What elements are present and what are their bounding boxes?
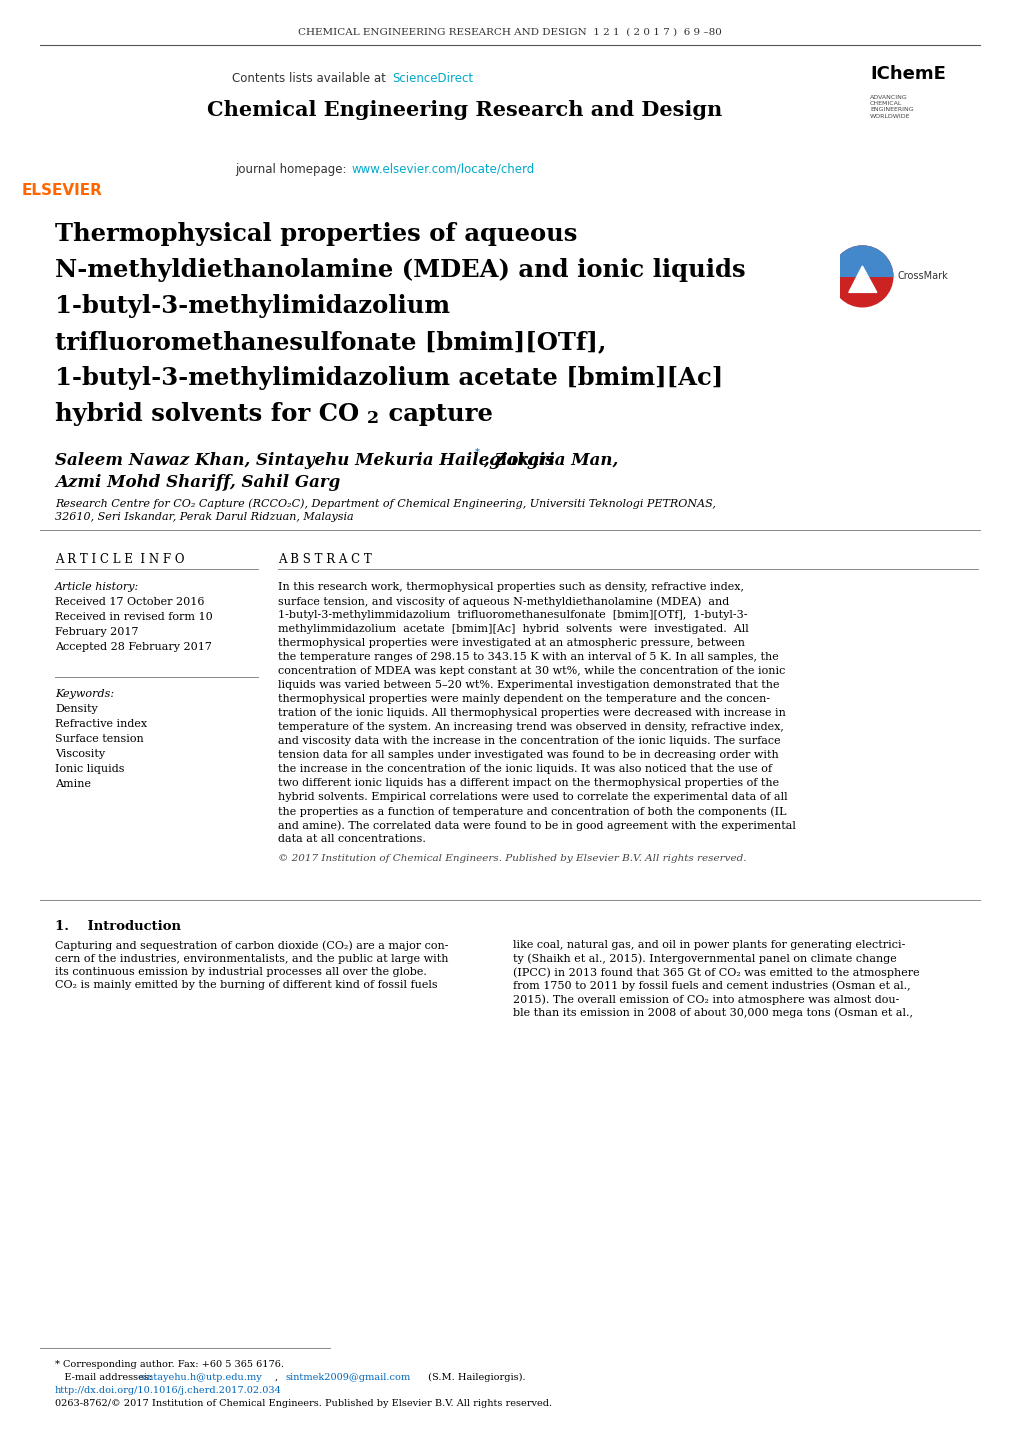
Text: the temperature ranges of 298.15 to 343.15 K with an interval of 5 K. In all sam: the temperature ranges of 298.15 to 343.… bbox=[278, 652, 777, 662]
Text: tension data for all samples under investigated was found to be in decreasing or: tension data for all samples under inves… bbox=[278, 750, 777, 760]
Text: 1-butyl-3-methylimidazolium acetate [bmim][Ac]: 1-butyl-3-methylimidazolium acetate [bmi… bbox=[55, 367, 722, 390]
Text: © 2017 Institution of Chemical Engineers. Published by Elsevier B.V. All rights : © 2017 Institution of Chemical Engineers… bbox=[278, 853, 746, 863]
Text: Accepted 28 February 2017: Accepted 28 February 2017 bbox=[55, 642, 212, 652]
Text: temperature of the system. An increasing trend was observed in density, refracti: temperature of the system. An increasing… bbox=[278, 722, 784, 732]
Text: Surface tension: Surface tension bbox=[55, 735, 144, 745]
Text: 32610, Seri Iskandar, Perak Darul Ridzuan, Malaysia: 32610, Seri Iskandar, Perak Darul Ridzua… bbox=[55, 513, 354, 523]
Text: and amine). The correlated data were found to be in good agreement with the expe: and amine). The correlated data were fou… bbox=[278, 821, 795, 831]
Text: Received in revised form 10: Received in revised form 10 bbox=[55, 611, 213, 621]
Text: cern of the industries, environmentalists, and the public at large with: cern of the industries, environmentalist… bbox=[55, 954, 448, 964]
Wedge shape bbox=[832, 246, 892, 276]
Text: Saleem Nawaz Khan, Sintayehu Mekuria Hailegiorgis: Saleem Nawaz Khan, Sintayehu Mekuria Hai… bbox=[55, 453, 554, 470]
Text: its continuous emission by industrial processes all over the globe.: its continuous emission by industrial pr… bbox=[55, 967, 427, 977]
Text: * Corresponding author. Fax: +60 5 365 6176.: * Corresponding author. Fax: +60 5 365 6… bbox=[55, 1360, 283, 1369]
Text: thermophysical properties were investigated at an atmospheric pressure, between: thermophysical properties were investiga… bbox=[278, 639, 744, 649]
Text: Thermophysical properties of aqueous: Thermophysical properties of aqueous bbox=[55, 222, 577, 246]
Text: http://dx.doi.org/10.1016/j.cherd.2017.02.034: http://dx.doi.org/10.1016/j.cherd.2017.0… bbox=[55, 1386, 281, 1395]
Text: two different ionic liquids has a different impact on the thermophysical propert: two different ionic liquids has a differ… bbox=[278, 778, 779, 788]
Text: Contents lists available at: Contents lists available at bbox=[232, 72, 389, 84]
Text: 2: 2 bbox=[367, 410, 379, 427]
Text: concentration of MDEA was kept constant at 30 wt%, while the concentration of th: concentration of MDEA was kept constant … bbox=[278, 666, 785, 676]
Text: Azmi Mohd Shariff, Sahil Garg: Azmi Mohd Shariff, Sahil Garg bbox=[55, 474, 340, 491]
Text: E-mail addresses:: E-mail addresses: bbox=[55, 1373, 155, 1382]
Text: Research Centre for CO₂ Capture (RCCO₂C), Department of Chemical Engineering, Un: Research Centre for CO₂ Capture (RCCO₂C)… bbox=[55, 498, 715, 508]
Text: capture: capture bbox=[380, 402, 492, 425]
Text: 1.    Introduction: 1. Introduction bbox=[55, 919, 180, 934]
Text: , Zakaria Man,: , Zakaria Man, bbox=[483, 453, 618, 470]
Text: thermophysical properties were mainly dependent on the temperature and the conce: thermophysical properties were mainly de… bbox=[278, 695, 769, 705]
Text: Keywords:: Keywords: bbox=[55, 689, 114, 699]
Text: hybrid solvents for CO: hybrid solvents for CO bbox=[55, 402, 359, 425]
Text: A B S T R A C T: A B S T R A C T bbox=[278, 553, 371, 566]
Text: Viscosity: Viscosity bbox=[55, 749, 105, 759]
Text: Ionic liquids: Ionic liquids bbox=[55, 765, 124, 775]
Text: ble than its emission in 2008 of about 30,000 mega tons (Osman et al.,: ble than its emission in 2008 of about 3… bbox=[513, 1008, 912, 1018]
Polygon shape bbox=[848, 266, 876, 292]
Text: and viscosity data with the increase in the concentration of the ionic liquids. : and viscosity data with the increase in … bbox=[278, 736, 780, 746]
Text: hybrid solvents. Empirical correlations were used to correlate the experimental : hybrid solvents. Empirical correlations … bbox=[278, 792, 787, 802]
Text: (S.M. Hailegiorgis).: (S.M. Hailegiorgis). bbox=[425, 1373, 525, 1382]
Text: sintmek2009@gmail.com: sintmek2009@gmail.com bbox=[284, 1373, 410, 1382]
Text: ty (Shaikh et al., 2015). Intergovernmental panel on climate change: ty (Shaikh et al., 2015). Intergovernmen… bbox=[513, 954, 896, 964]
Text: IChemE: IChemE bbox=[869, 64, 945, 83]
Text: A R T I C L E  I N F O: A R T I C L E I N F O bbox=[55, 553, 184, 566]
Text: CO₂ is mainly emitted by the burning of different kind of fossil fuels: CO₂ is mainly emitted by the burning of … bbox=[55, 981, 437, 991]
Text: 0263-8762/© 2017 Institution of Chemical Engineers. Published by Elsevier B.V. A: 0263-8762/© 2017 Institution of Chemical… bbox=[55, 1399, 551, 1408]
Text: sintayehu.h@utp.edu.my: sintayehu.h@utp.edu.my bbox=[140, 1373, 263, 1382]
Text: like coal, natural gas, and oil in power plants for generating electrici-: like coal, natural gas, and oil in power… bbox=[513, 939, 905, 949]
Text: *: * bbox=[475, 448, 479, 457]
Text: tration of the ionic liquids. All thermophysical properties were decreased with : tration of the ionic liquids. All thermo… bbox=[278, 707, 785, 717]
Text: Amine: Amine bbox=[55, 779, 91, 789]
Text: 1-butyl-3-methylimmidazolium  trifluoromethanesulfonate  [bmim][OTf],  1-butyl-3: 1-butyl-3-methylimmidazolium trifluorome… bbox=[278, 610, 747, 620]
Text: Article history:: Article history: bbox=[55, 581, 140, 591]
Text: methylimmidazolium  acetate  [bmim][Ac]  hybrid  solvents  were  investigated.  : methylimmidazolium acetate [bmim][Ac] hy… bbox=[278, 624, 748, 634]
Text: trifluoromethanesulfonate [bmim][OTf],: trifluoromethanesulfonate [bmim][OTf], bbox=[55, 329, 605, 354]
Text: In this research work, thermophysical properties such as density, refractive ind: In this research work, thermophysical pr… bbox=[278, 581, 743, 591]
Text: from 1750 to 2011 by fossil fuels and cement industries (Osman et al.,: from 1750 to 2011 by fossil fuels and ce… bbox=[513, 981, 910, 991]
Text: ADVANCING
CHEMICAL
ENGINEERING
WORLDWIDE: ADVANCING CHEMICAL ENGINEERING WORLDWIDE bbox=[869, 95, 913, 119]
Text: journal homepage:: journal homepage: bbox=[234, 163, 350, 176]
Text: surface tension, and viscosity of aqueous N-methyldiethanolamine (MDEA)  and: surface tension, and viscosity of aqueou… bbox=[278, 596, 729, 607]
Circle shape bbox=[832, 246, 892, 306]
Text: www.elsevier.com/locate/cherd: www.elsevier.com/locate/cherd bbox=[352, 163, 535, 176]
Text: Chemical Engineering Research and Design: Chemical Engineering Research and Design bbox=[207, 100, 721, 120]
Text: N-methyldiethanolamine (MDEA) and ionic liquids: N-methyldiethanolamine (MDEA) and ionic … bbox=[55, 258, 745, 282]
Text: ScienceDirect: ScienceDirect bbox=[391, 72, 473, 84]
Text: Capturing and sequestration of carbon dioxide (CO₂) are a major con-: Capturing and sequestration of carbon di… bbox=[55, 939, 448, 951]
Text: Density: Density bbox=[55, 705, 98, 715]
Text: Refractive index: Refractive index bbox=[55, 719, 147, 729]
Text: 2015). The overall emission of CO₂ into atmosphere was almost dou-: 2015). The overall emission of CO₂ into … bbox=[513, 994, 899, 1005]
Text: (IPCC) in 2013 found that 365 Gt of CO₂ was emitted to the atmosphere: (IPCC) in 2013 found that 365 Gt of CO₂ … bbox=[513, 967, 919, 978]
Text: data at all concentrations.: data at all concentrations. bbox=[278, 833, 426, 843]
Text: February 2017: February 2017 bbox=[55, 627, 139, 637]
Text: CrossMark: CrossMark bbox=[897, 272, 948, 282]
Text: 1-butyl-3-methylimidazolium: 1-butyl-3-methylimidazolium bbox=[55, 294, 449, 318]
Text: the increase in the concentration of the ionic liquids. It was also noticed that: the increase in the concentration of the… bbox=[278, 765, 771, 775]
Text: ELSEVIER: ELSEVIER bbox=[21, 183, 102, 198]
Text: Received 17 October 2016: Received 17 October 2016 bbox=[55, 597, 204, 607]
Text: ,: , bbox=[275, 1373, 281, 1382]
Text: the properties as a function of temperature and concentration of both the compon: the properties as a function of temperat… bbox=[278, 806, 786, 816]
Text: liquids was varied between 5–20 wt%. Experimental investigation demonstrated tha: liquids was varied between 5–20 wt%. Exp… bbox=[278, 680, 779, 690]
Text: CHEMICAL ENGINEERING RESEARCH AND DESIGN  1 2 1  ( 2 0 1 7 )  6 9 –80: CHEMICAL ENGINEERING RESEARCH AND DESIGN… bbox=[298, 29, 721, 37]
